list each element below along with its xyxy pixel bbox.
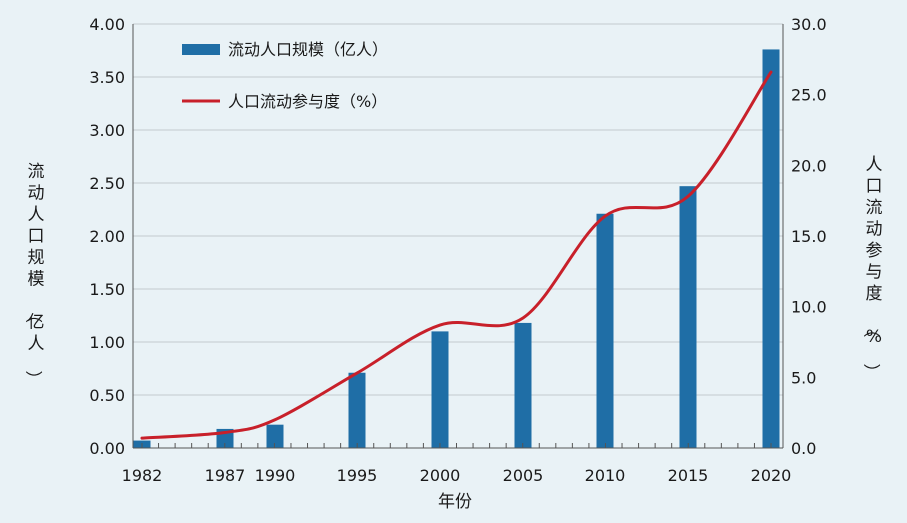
- right-axis-title: 人口流动参与度（%）: [861, 155, 883, 381]
- left-tick-label: 2.50: [89, 174, 125, 193]
- right-tick-label: 30.0: [791, 15, 827, 34]
- bar-series: [133, 49, 780, 448]
- right-tick-label: 5.0: [791, 368, 816, 387]
- bar-1990: [266, 424, 284, 448]
- bar-2020: [762, 49, 780, 448]
- axis-title-text: 流动人口规模（亿人）: [23, 162, 45, 388]
- bar-2015: [679, 186, 697, 448]
- left-tick-label: 3.00: [89, 121, 125, 140]
- legend: 流动人口规模（亿人） 人口流动参与度（%）: [182, 40, 388, 111]
- left-tick-label: 0.00: [89, 439, 125, 458]
- right-tick-label: 10.0: [791, 298, 827, 317]
- bar-2000: [431, 331, 449, 448]
- bar-2010: [596, 213, 614, 448]
- left-tick-label: 4.00: [89, 15, 125, 34]
- x-tick-label: 2020: [751, 466, 792, 485]
- legend-line-label: 人口流动参与度（%）: [228, 92, 387, 111]
- x-tick-label: 1987: [205, 466, 246, 485]
- left-tick-label: 1.00: [89, 333, 125, 352]
- participation-line: [140, 70, 773, 440]
- left-tick-label: 0.50: [89, 386, 125, 405]
- x-axis-ticks: 1982 1987 1990 1995 2000 2005 2010 2015 2020: [122, 466, 792, 485]
- right-tick-label: 0.0: [791, 439, 816, 458]
- right-axis-ticks: 0.0 5.0 10.0 15.0 20.0 25.0 30.0: [791, 15, 827, 458]
- x-tick-label: 1990: [255, 466, 296, 485]
- left-axis-ticks: 0.00 0.50 1.00 1.50 2.00 2.50 3.00 3.50 4.00: [89, 15, 125, 458]
- right-tick-label: 25.0: [791, 86, 827, 105]
- bar-2005: [514, 322, 532, 448]
- left-tick-label: 2.00: [89, 227, 125, 246]
- x-tick-label: 1995: [337, 466, 378, 485]
- axis-title-text: 人口流动参与度（%）: [861, 155, 883, 381]
- x-tick-label: 2000: [420, 466, 461, 485]
- x-tick-label: 2010: [585, 466, 626, 485]
- left-axis-title: 流动人口规模（亿人）: [23, 162, 45, 388]
- left-tick-label: 3.50: [89, 68, 125, 87]
- x-axis-title: 年份: [438, 492, 472, 512]
- bar-1995: [348, 372, 366, 448]
- axes: [132, 24, 784, 449]
- left-tick-label: 1.50: [89, 280, 125, 299]
- right-tick-label: 20.0: [791, 156, 827, 175]
- x-tick-label: 2005: [503, 466, 544, 485]
- right-tick-label: 15.0: [791, 227, 827, 246]
- grid-lines: [133, 23, 783, 449]
- legend-bar-label: 流动人口规模（亿人）: [228, 40, 388, 59]
- x-tick-label: 1982: [122, 466, 163, 485]
- line-series: [140, 70, 773, 440]
- x-tick-label: 2015: [668, 466, 709, 485]
- legend-bar-swatch: [182, 44, 220, 55]
